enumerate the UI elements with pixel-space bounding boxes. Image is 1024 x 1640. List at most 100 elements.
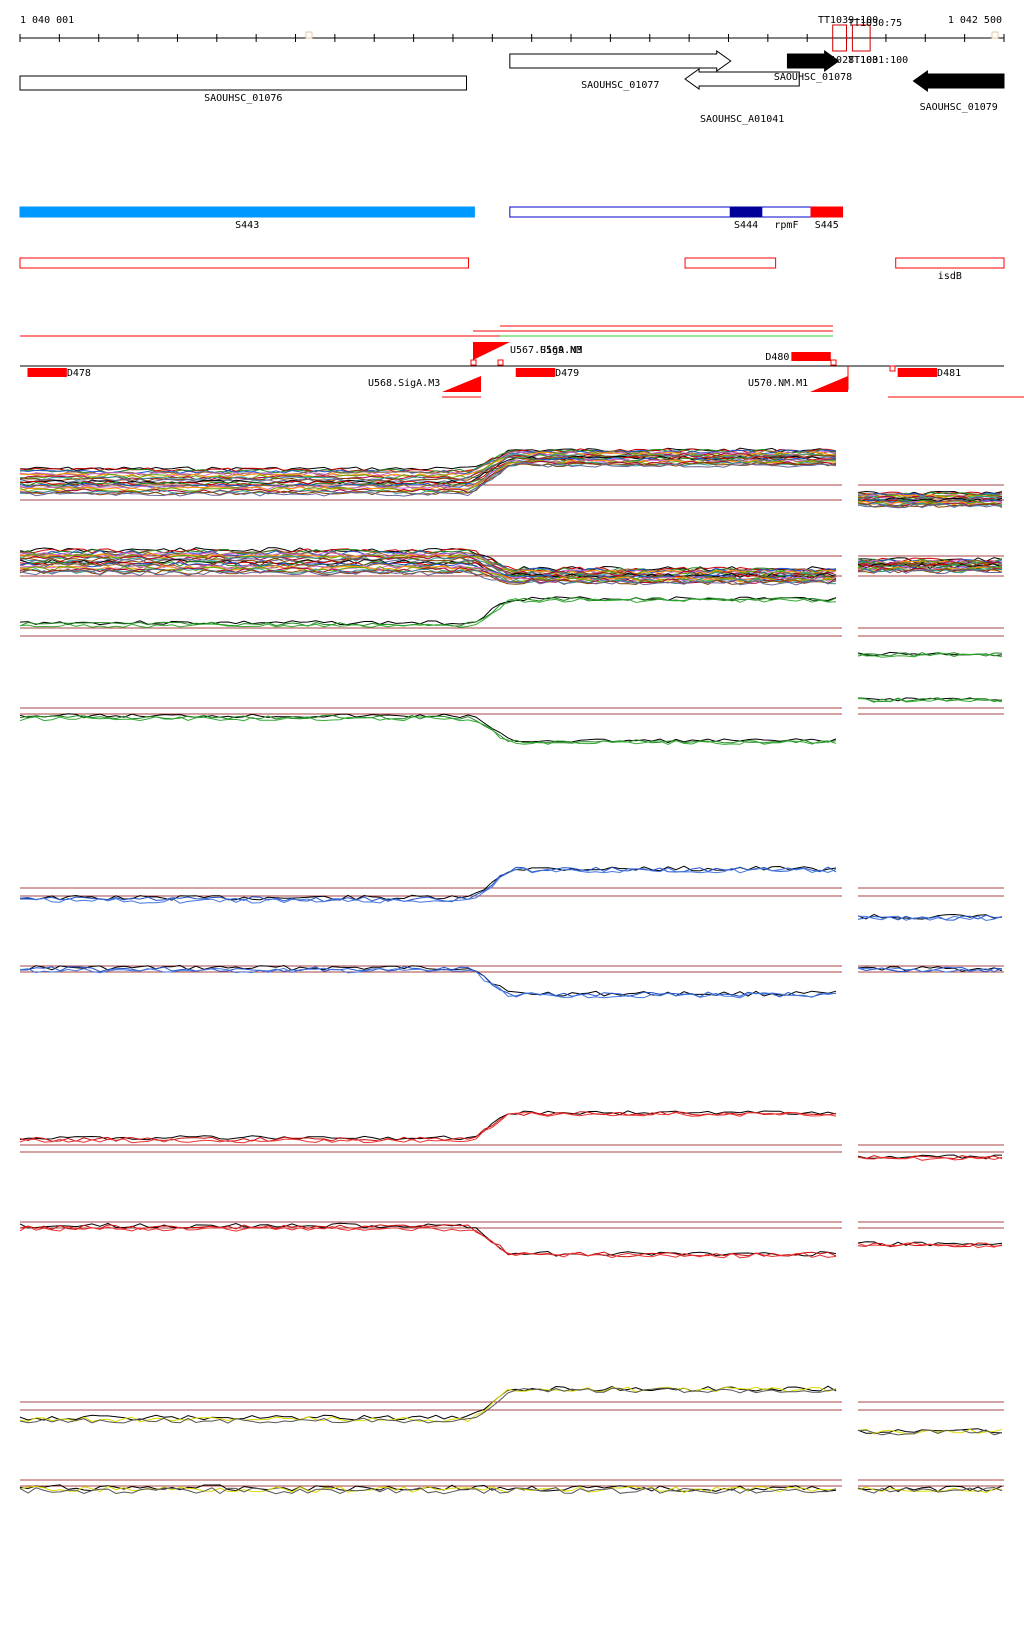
gene-saouhsc-01079 bbox=[912, 70, 1005, 92]
profile-line bbox=[19, 1222, 837, 1257]
profile-line bbox=[857, 967, 1003, 973]
profile-line bbox=[19, 553, 837, 576]
terminator-label: TT1031:100 bbox=[848, 55, 908, 66]
gene-saouhsc-a01041 bbox=[684, 68, 800, 90]
profile-line bbox=[19, 462, 837, 496]
downregulated-label: D480 bbox=[765, 352, 789, 363]
tss-marker-4 bbox=[889, 365, 896, 372]
profile-line bbox=[19, 598, 837, 629]
profile-line bbox=[19, 1224, 837, 1258]
gene-saouhsc-01078 bbox=[786, 50, 840, 72]
profile-line bbox=[19, 1111, 837, 1144]
regulon-track: isdB bbox=[19, 257, 1005, 282]
terminator-tt1039-100 bbox=[832, 24, 847, 52]
profile-line bbox=[19, 716, 837, 745]
gene-saouhsc-01076 bbox=[19, 75, 468, 91]
profile-line bbox=[19, 462, 837, 497]
profile-line bbox=[19, 967, 837, 999]
profile-line bbox=[857, 1485, 1003, 1493]
profile-line bbox=[857, 560, 1003, 567]
segment-label: S444 bbox=[734, 220, 758, 231]
upstream-promoter-labels: U567.SigA.M3 U568.SigA.M3 U569.NM U570.NM.M… bbox=[368, 345, 808, 389]
promoter-arrow-u570 bbox=[810, 376, 848, 392]
gene-label: SAOUHSC_A01041 bbox=[700, 114, 784, 125]
gene-label: SAOUHSC_01078 bbox=[774, 72, 852, 83]
downregulated-regions: D478 D479 D480 D481 bbox=[27, 352, 961, 379]
profile-line bbox=[857, 698, 1003, 703]
segment-s444 bbox=[729, 206, 763, 218]
ruler-marker-left bbox=[305, 31, 313, 39]
profile-line bbox=[19, 1110, 837, 1141]
transcription-track: D478 D479 D480 D481 U567.SigA.M3 U568.SigA.M… bbox=[20, 325, 1024, 398]
profile-line bbox=[19, 1486, 837, 1495]
tss-marker-2 bbox=[497, 359, 504, 366]
expression-track-red-2 bbox=[19, 1221, 1004, 1259]
downregulated-label: D478 bbox=[67, 368, 91, 379]
profile-line bbox=[19, 570, 837, 586]
upstream-label-u570-nm-m1: U570.NM.M1 bbox=[748, 378, 808, 389]
regulon-box bbox=[684, 257, 777, 269]
downregulated-label: D479 bbox=[555, 368, 579, 379]
terminator-label: TT1030:75 bbox=[848, 18, 902, 29]
expression-tracks bbox=[19, 447, 1004, 1495]
profile-line bbox=[857, 567, 1003, 574]
ruler-start-label: 1 040 001 bbox=[20, 15, 74, 26]
tss-marker-3 bbox=[830, 359, 837, 366]
profile-line bbox=[857, 1155, 1003, 1160]
profile-line bbox=[857, 652, 1003, 658]
segment-blank bbox=[509, 206, 731, 218]
expression-track-multi-2 bbox=[19, 547, 1004, 586]
terminator-tt1030-75 bbox=[851, 24, 871, 52]
expression-track-multi-1 bbox=[19, 447, 1004, 509]
segment-rpmf bbox=[761, 206, 812, 218]
gene-label: SAOUHSC_01077 bbox=[581, 80, 659, 91]
segment-s443 bbox=[19, 206, 475, 218]
profile-line bbox=[857, 568, 1003, 575]
expression-track-yellow-2 bbox=[19, 1479, 1004, 1495]
profile-line bbox=[857, 563, 1002, 569]
gene-track: SAOUHSC_01076 SAOUHSC_01077 SAOUHSC_A01041… bbox=[19, 50, 1005, 125]
gene-label: SAOUHSC_01076 bbox=[204, 93, 282, 104]
profile-line bbox=[857, 697, 1003, 703]
profile-line bbox=[19, 567, 837, 585]
profile-line bbox=[19, 597, 837, 627]
downregulated-d481 bbox=[897, 368, 938, 377]
segment-track: S443 S444 rpmF S445 bbox=[19, 206, 844, 231]
profile-line bbox=[857, 503, 1003, 509]
regulon-box bbox=[19, 257, 469, 269]
profile-line bbox=[19, 1225, 837, 1259]
downregulated-d480 bbox=[791, 352, 831, 361]
promoter-arrow-u568 bbox=[442, 376, 481, 392]
segment-label: S445 bbox=[815, 220, 839, 231]
profile-line bbox=[19, 461, 837, 495]
ruler-marker-right bbox=[991, 31, 999, 39]
gene-saouhsc-01077 bbox=[509, 50, 732, 72]
expression-track-blue-1 bbox=[19, 865, 1004, 922]
profile-line bbox=[857, 563, 1003, 569]
profile-line bbox=[19, 551, 837, 575]
profile-line bbox=[19, 1111, 837, 1142]
expression-track-green-1 bbox=[19, 596, 1004, 658]
profile-line bbox=[19, 551, 837, 575]
segment-label: rpmF bbox=[774, 220, 798, 231]
gene-label: SAOUHSC_01079 bbox=[920, 102, 998, 113]
ruler-end-label: 1 042 500 bbox=[948, 15, 1002, 26]
downregulated-label: D481 bbox=[937, 368, 961, 379]
profile-line bbox=[19, 1387, 837, 1424]
tss-marker-1 bbox=[470, 359, 477, 366]
profile-line bbox=[19, 966, 837, 998]
regulon-label: isdB bbox=[938, 271, 962, 282]
profile-line bbox=[857, 502, 1003, 507]
promoter-arrow-u567 bbox=[473, 342, 510, 360]
expression-track-blue-2 bbox=[19, 964, 1004, 999]
terminator-label: TT1039:100 bbox=[818, 15, 878, 26]
segment-s445 bbox=[810, 206, 844, 218]
profile-line bbox=[857, 914, 1003, 921]
expression-track-yellow-1 bbox=[19, 1385, 1004, 1436]
expression-track-red-1 bbox=[19, 1110, 1004, 1161]
upstream-label-u568-siga-m3: U568.SigA.M3 bbox=[368, 378, 440, 389]
profile-line bbox=[857, 1156, 1003, 1161]
profile-line bbox=[19, 865, 837, 901]
profile-line bbox=[857, 1242, 1003, 1249]
